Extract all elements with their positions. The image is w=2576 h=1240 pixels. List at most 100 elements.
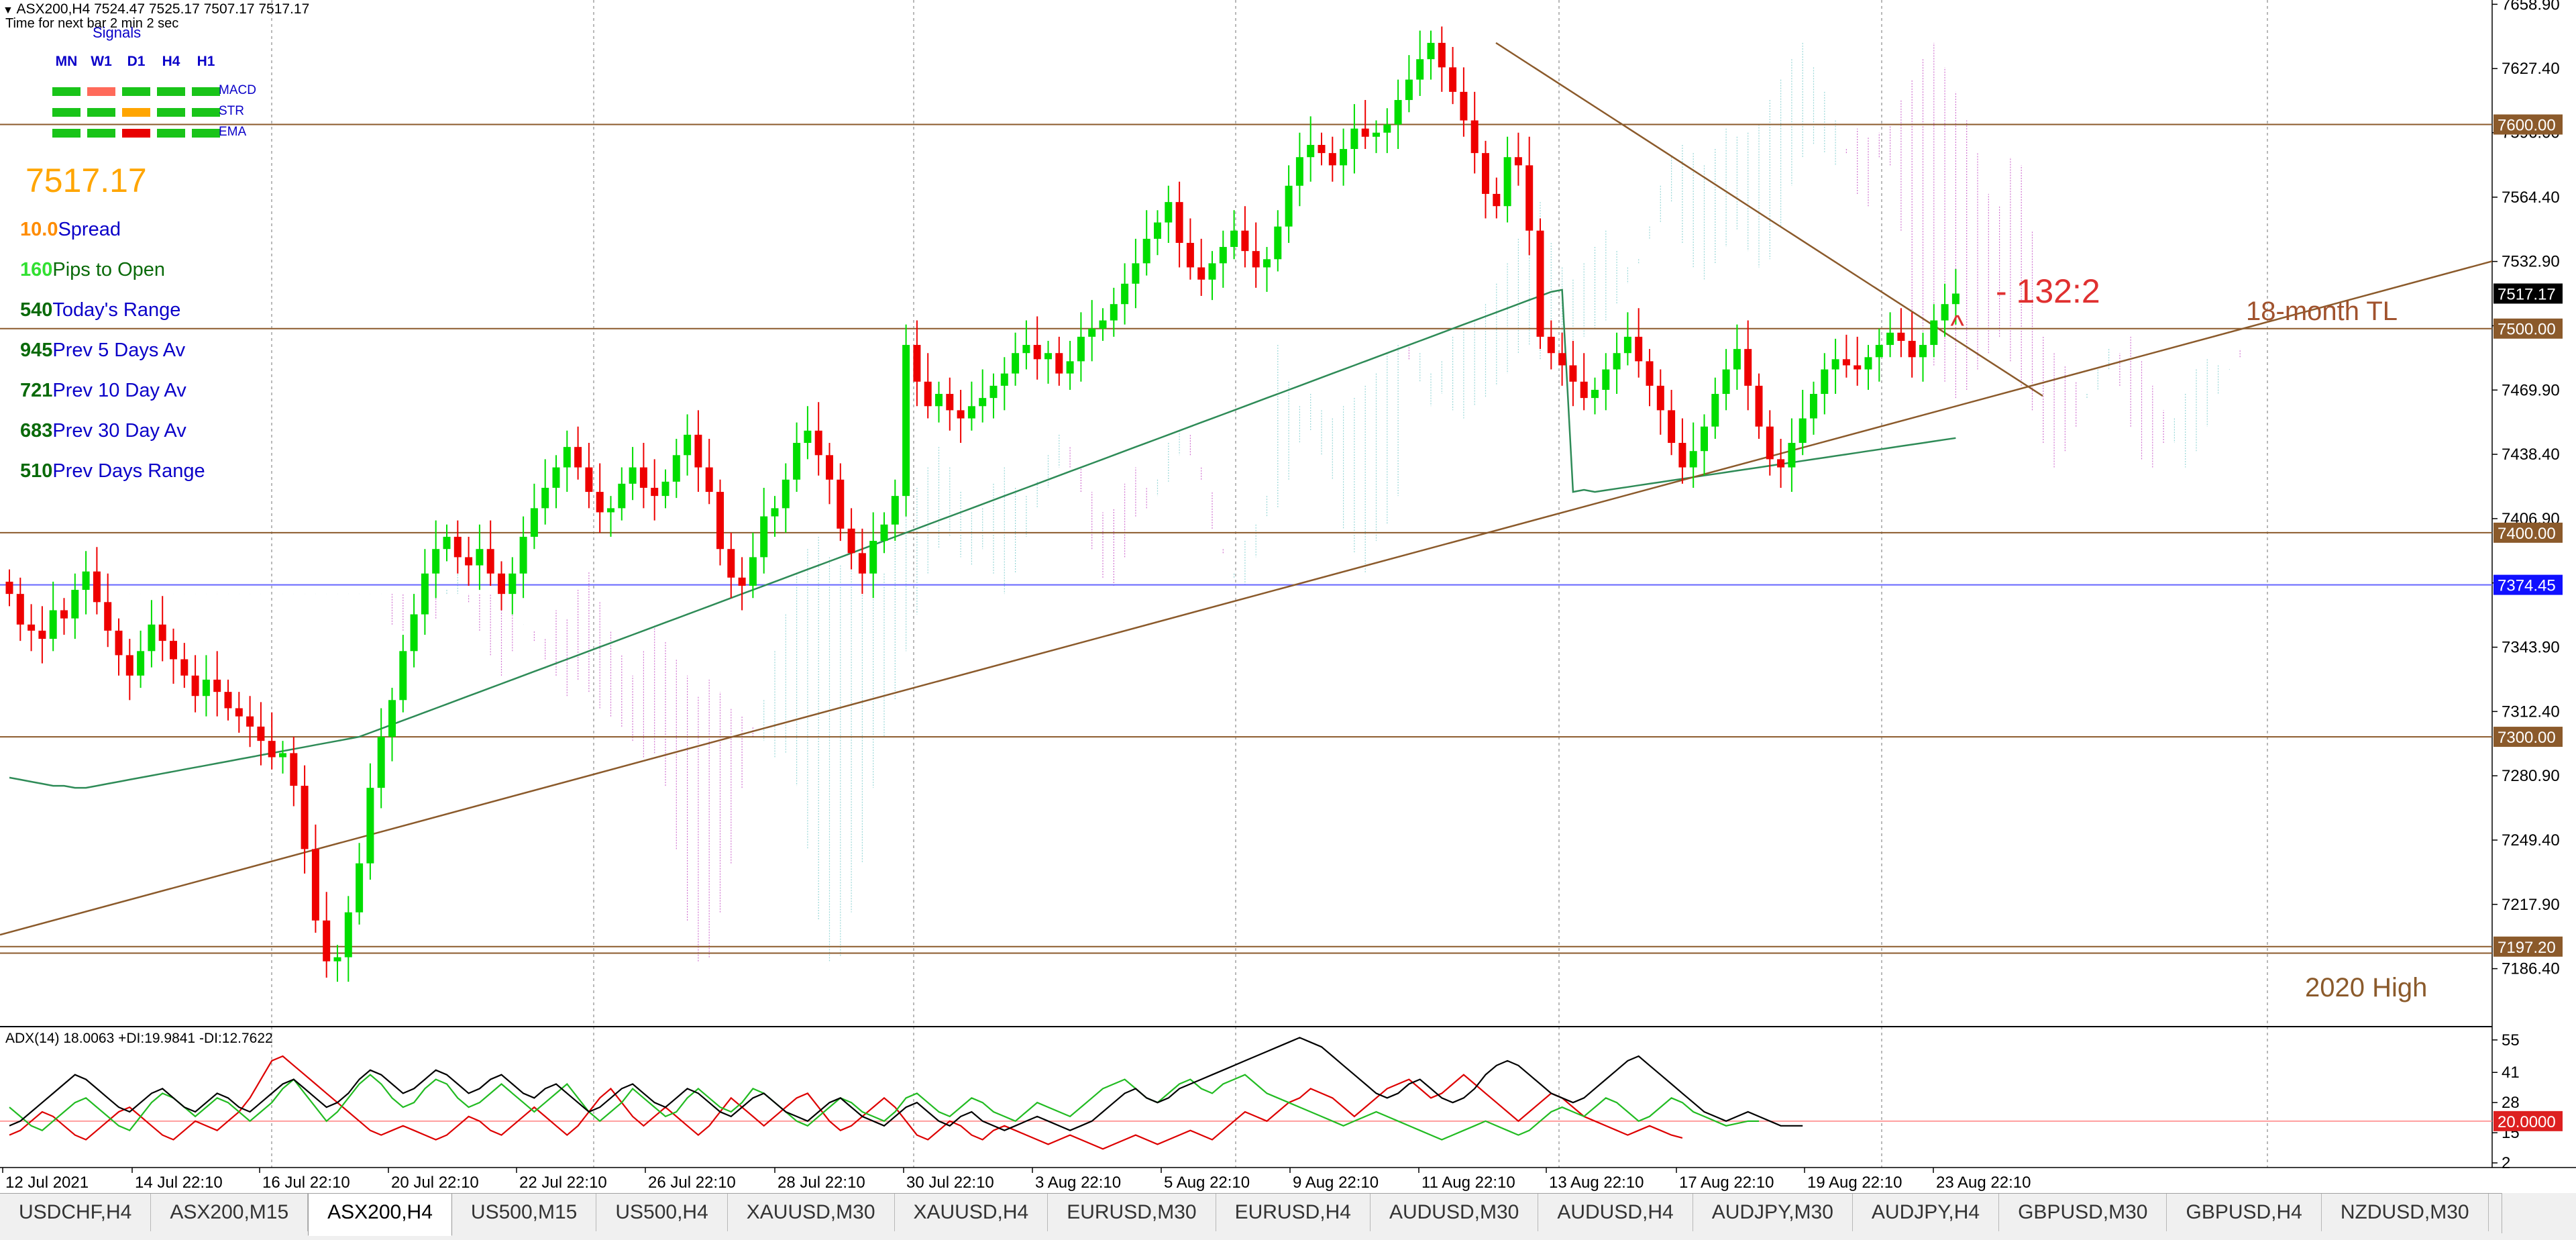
candle-bear bbox=[1470, 120, 1479, 154]
signal-timeframe-h1: H1 bbox=[197, 54, 215, 69]
candle-bull bbox=[1951, 293, 1960, 305]
chart-tab[interactable]: NZDUSD,M30 bbox=[2322, 1194, 2489, 1231]
candle-bear bbox=[716, 492, 724, 550]
chart-tab[interactable]: US500,M15 bbox=[452, 1194, 597, 1231]
candle-bull bbox=[1613, 353, 1621, 370]
candle-bear bbox=[290, 753, 298, 786]
candle-bull bbox=[1919, 345, 1927, 358]
stat-value: 945 bbox=[20, 340, 53, 361]
candle-bear bbox=[1569, 365, 1577, 382]
candle-bull bbox=[410, 614, 418, 652]
candle-bull bbox=[1307, 144, 1315, 158]
candle-bear bbox=[1241, 230, 1249, 252]
tab-scroll-arrows[interactable] bbox=[2502, 1193, 2576, 1233]
chart-tab[interactable]: USDCHF,H4 bbox=[0, 1194, 152, 1231]
candle-bull bbox=[1602, 369, 1610, 390]
candle-bear bbox=[498, 573, 505, 595]
candle-bear bbox=[311, 849, 319, 921]
chart-tab[interactable]: US500,H4 bbox=[596, 1194, 728, 1231]
candle-bull bbox=[661, 481, 669, 497]
candle-bull bbox=[618, 483, 626, 509]
candle-bull bbox=[344, 912, 352, 958]
signal-indicator bbox=[192, 108, 220, 117]
trendline-label: 18-month TL bbox=[2246, 297, 2398, 326]
chart-tab[interactable]: AUDUSD,M30 bbox=[1371, 1194, 1539, 1231]
adx-tick-label: 55 bbox=[2502, 1031, 2520, 1049]
stat-row: 510Prev Days Range bbox=[20, 460, 205, 501]
price-tick-label: 7280.90 bbox=[2502, 767, 2560, 785]
stat-label: Spread bbox=[58, 219, 121, 240]
candle-bear bbox=[639, 467, 647, 488]
chart-tab[interactable]: GBPUSD,H4 bbox=[2167, 1194, 2322, 1231]
chart-ohlc-header: ▼ ASX200,H4 7524.47 7525.17 7507.17 7517… bbox=[3, 1, 309, 17]
candle-bear bbox=[1854, 365, 1862, 370]
candle-bear bbox=[1328, 153, 1336, 166]
candle-bull bbox=[672, 455, 680, 482]
candle-bear bbox=[1766, 426, 1774, 460]
chart-tab[interactable]: XAUUSD,M30 bbox=[728, 1194, 895, 1231]
up-arrow-icon: ^ bbox=[1950, 309, 1964, 342]
signals-title: Signals bbox=[93, 24, 142, 41]
candle-bull bbox=[1263, 259, 1271, 268]
chart-tab[interactable]: EURUSD,H4 bbox=[1216, 1194, 1371, 1231]
candle-bear bbox=[1361, 128, 1369, 137]
candle-bull bbox=[1012, 353, 1020, 374]
candle-bear bbox=[651, 487, 659, 497]
collapse-triangle-icon[interactable]: ▼ bbox=[3, 5, 13, 16]
chart-tab-bar: USDCHF,H4 ASX200,M15 ASX200,H4 US500,M15 US5… bbox=[0, 1193, 2576, 1240]
price-tick-label: 7249.40 bbox=[2502, 831, 2560, 849]
trendline-down bbox=[1495, 42, 2043, 397]
candle-bull bbox=[1799, 418, 1807, 444]
candle-bull bbox=[1383, 124, 1391, 133]
price-marker-box bbox=[2493, 283, 2563, 304]
price-tick-label: 7217.90 bbox=[2502, 896, 2560, 914]
signal-indicator bbox=[87, 87, 115, 96]
candle-bull bbox=[49, 610, 57, 639]
adx-tick-label: 28 bbox=[2502, 1094, 2520, 1112]
candle-bear bbox=[826, 455, 833, 480]
stat-row: 540Today's Range bbox=[20, 299, 205, 340]
signals-panel: MN W1 D1 H4 H1 MACD STR EMA bbox=[50, 54, 291, 148]
price-tick-label: 7343.90 bbox=[2502, 639, 2560, 657]
candle-bull bbox=[333, 957, 341, 962]
time-tick-label: 28 Jul 22:10 bbox=[777, 1174, 865, 1192]
time-tick-label: 11 Aug 22:10 bbox=[1421, 1174, 1515, 1192]
candle-bear bbox=[957, 410, 965, 419]
chart-tab[interactable]: XAUUSD,H4 bbox=[895, 1194, 1049, 1231]
candle-bear bbox=[738, 577, 746, 586]
price-tick-label: 7658.90 bbox=[2502, 0, 2560, 13]
candle-bull bbox=[443, 536, 451, 550]
chart-tab[interactable]: EURUSD,M30 bbox=[1048, 1194, 1216, 1231]
candle-bull bbox=[552, 467, 560, 488]
chart-tab[interactable]: AUDUSD,H4 bbox=[1538, 1194, 1693, 1231]
candle-bull bbox=[1810, 394, 1817, 419]
bar-timer-text: Time for next bar 2 min 2 sec bbox=[5, 16, 179, 31]
candle-bull bbox=[1154, 222, 1161, 239]
stat-value: 683 bbox=[20, 420, 53, 442]
candle-bull bbox=[1591, 389, 1599, 399]
stat-value: 10.0 bbox=[20, 219, 58, 240]
chart-tab[interactable]: ASX200,H4 bbox=[308, 1194, 452, 1236]
candle-bull bbox=[1886, 332, 1894, 346]
chart-canvas[interactable]: ^ 7658.907627.407596.007564.407532.90750… bbox=[0, 0, 2576, 1193]
chart-tab[interactable]: AUDJPY,H4 bbox=[1853, 1194, 2000, 1231]
candle-bear bbox=[486, 549, 494, 574]
candle-bear bbox=[213, 679, 221, 692]
candle-bear bbox=[224, 692, 232, 709]
candle-bear bbox=[1175, 202, 1183, 243]
signal-indicator bbox=[122, 129, 150, 138]
chart-tab[interactable]: ASX200,M15 bbox=[151, 1194, 309, 1231]
price-tick-label: 7186.40 bbox=[2502, 960, 2560, 978]
price-marker-label: 7374.45 bbox=[2498, 577, 2556, 595]
signal-row-label: MACD bbox=[219, 83, 256, 97]
signal-indicator bbox=[157, 129, 185, 138]
time-tick-label: 17 Aug 22:10 bbox=[1679, 1174, 1774, 1192]
chart-tab[interactable]: AUDJPY,M30 bbox=[1693, 1194, 1853, 1231]
price-marker-label: 7600.00 bbox=[2498, 117, 2556, 135]
candle-bull bbox=[421, 573, 429, 615]
candle-bear bbox=[180, 659, 189, 676]
candle-bear bbox=[1033, 345, 1041, 360]
stat-row: 10.0Spread bbox=[20, 219, 205, 259]
chart-tab[interactable]: GBPUSD,M30 bbox=[1999, 1194, 2167, 1231]
